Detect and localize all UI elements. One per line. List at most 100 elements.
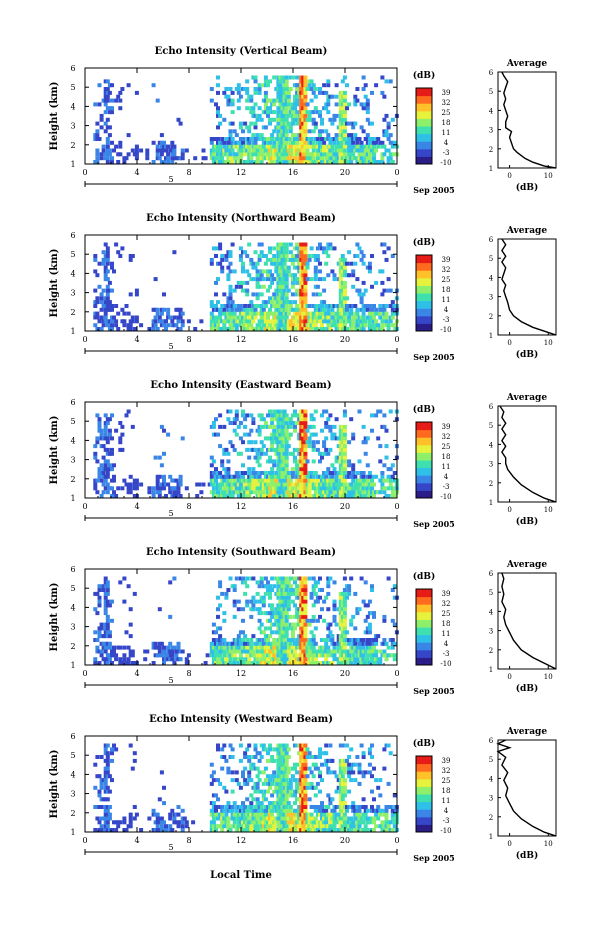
heatmap-cell <box>259 148 264 153</box>
heatmap-cell <box>295 463 300 468</box>
heatmap-cell <box>309 137 314 141</box>
heatmap-cell <box>301 246 306 251</box>
heatmap-cell <box>315 447 320 452</box>
heatmap-cell <box>303 409 308 414</box>
heatmap-cell <box>349 261 354 266</box>
heatmap-cell <box>355 490 360 495</box>
heatmap-cell <box>309 156 314 161</box>
heatmap-cell <box>230 824 235 829</box>
heatmap-cell <box>388 288 393 293</box>
x-tick-label: 16 <box>288 335 298 344</box>
heatmap-cell <box>116 327 121 331</box>
heatmap-cell <box>103 257 108 262</box>
heatmap-cell <box>311 641 316 646</box>
heatmap-cell <box>299 106 304 111</box>
heatmap-cell <box>234 808 239 813</box>
heatmap-cell <box>278 257 283 262</box>
heatmap-cell <box>103 611 108 616</box>
heatmap-cell <box>261 641 266 646</box>
heatmap-cell <box>232 315 237 320</box>
heatmap-cell <box>274 137 279 141</box>
heatmap-cell <box>105 580 110 585</box>
colorbar-swatch <box>416 308 432 317</box>
heatmap-cell <box>93 638 98 642</box>
heatmap-cell <box>162 478 166 483</box>
heatmap-cell <box>103 808 108 813</box>
heatmap-cell <box>255 133 260 138</box>
heatmap-cell <box>270 467 275 472</box>
colorbar-swatch <box>416 444 432 453</box>
heatmap-cell <box>207 482 212 487</box>
heatmap-cell <box>301 591 306 596</box>
heatmap-cell <box>214 630 218 635</box>
heatmap-cell <box>355 327 360 331</box>
heatmap-cell <box>303 83 308 88</box>
heatmap-cell <box>315 284 320 289</box>
heatmap-cell <box>286 474 291 479</box>
heatmap-cell <box>124 304 129 308</box>
heatmap-cell <box>365 645 370 650</box>
heatmap-cell <box>324 102 329 107</box>
heatmap-cell <box>340 474 345 479</box>
heatmap-cell <box>363 451 368 456</box>
heatmap-cell <box>307 440 312 445</box>
heatmap-cell <box>307 83 312 88</box>
heatmap-cell <box>234 156 239 161</box>
heatmap-cell <box>295 83 300 88</box>
heatmap-cell <box>288 106 293 111</box>
heatmap-cell <box>118 820 123 825</box>
heatmap-cell <box>249 490 254 495</box>
heatmap-cell <box>351 653 356 658</box>
heatmap-cell <box>324 653 329 658</box>
heatmap-cell <box>93 482 98 487</box>
heatmap-cell <box>251 486 256 491</box>
heatmap-cell <box>388 152 393 157</box>
heatmap-cell <box>365 315 370 320</box>
heatmap-cell <box>247 125 252 130</box>
heatmap-cell <box>209 327 214 331</box>
heatmap-cell <box>332 277 337 282</box>
heatmap-cell <box>303 246 308 251</box>
heatmap-cell <box>214 478 218 483</box>
y-tick-label: 5 <box>70 83 75 92</box>
heatmap-cell <box>309 327 314 331</box>
heatmap-cell <box>159 160 164 164</box>
heatmap-cell <box>220 645 225 650</box>
heatmap-cell <box>243 288 248 293</box>
heatmap-cell <box>238 743 243 748</box>
heatmap-cell <box>234 409 239 414</box>
heatmap-cell <box>172 250 177 255</box>
colorbar-swatch <box>416 156 432 165</box>
heatmap-cell <box>274 657 279 662</box>
heatmap-cell <box>303 90 308 95</box>
heatmap-cell <box>311 148 316 153</box>
heatmap-cell <box>241 261 245 266</box>
heatmap-cell <box>107 816 112 821</box>
heatmap-cell <box>110 261 114 266</box>
heatmap-cell <box>361 638 366 642</box>
heatmap-cell <box>378 459 383 464</box>
heatmap-cell <box>97 828 102 832</box>
heatmap-cell <box>315 653 320 658</box>
heatmap-cell <box>303 444 308 449</box>
heatmap-cell <box>309 595 314 600</box>
heatmap-cell <box>228 440 233 445</box>
heatmap-cell <box>209 156 214 161</box>
heatmap-cell <box>330 152 335 157</box>
heatmap-cell <box>270 641 275 646</box>
heatmap-cell <box>315 599 320 604</box>
heatmap-cell <box>93 137 98 141</box>
heatmap-cell <box>324 494 329 498</box>
heatmap-cell <box>278 611 283 616</box>
heatmap-cell <box>290 152 295 157</box>
heatmap-cell <box>370 284 374 289</box>
heatmap-cell <box>278 482 283 487</box>
heatmap-cell <box>361 478 366 483</box>
heatmap-cell <box>103 421 108 425</box>
heatmap-cell <box>251 478 256 483</box>
heatmap-cell <box>132 152 137 157</box>
heatmap-cell <box>164 144 168 149</box>
heatmap-cell <box>386 156 391 161</box>
heatmap-cell <box>301 622 306 627</box>
heatmap-cell <box>99 296 104 301</box>
